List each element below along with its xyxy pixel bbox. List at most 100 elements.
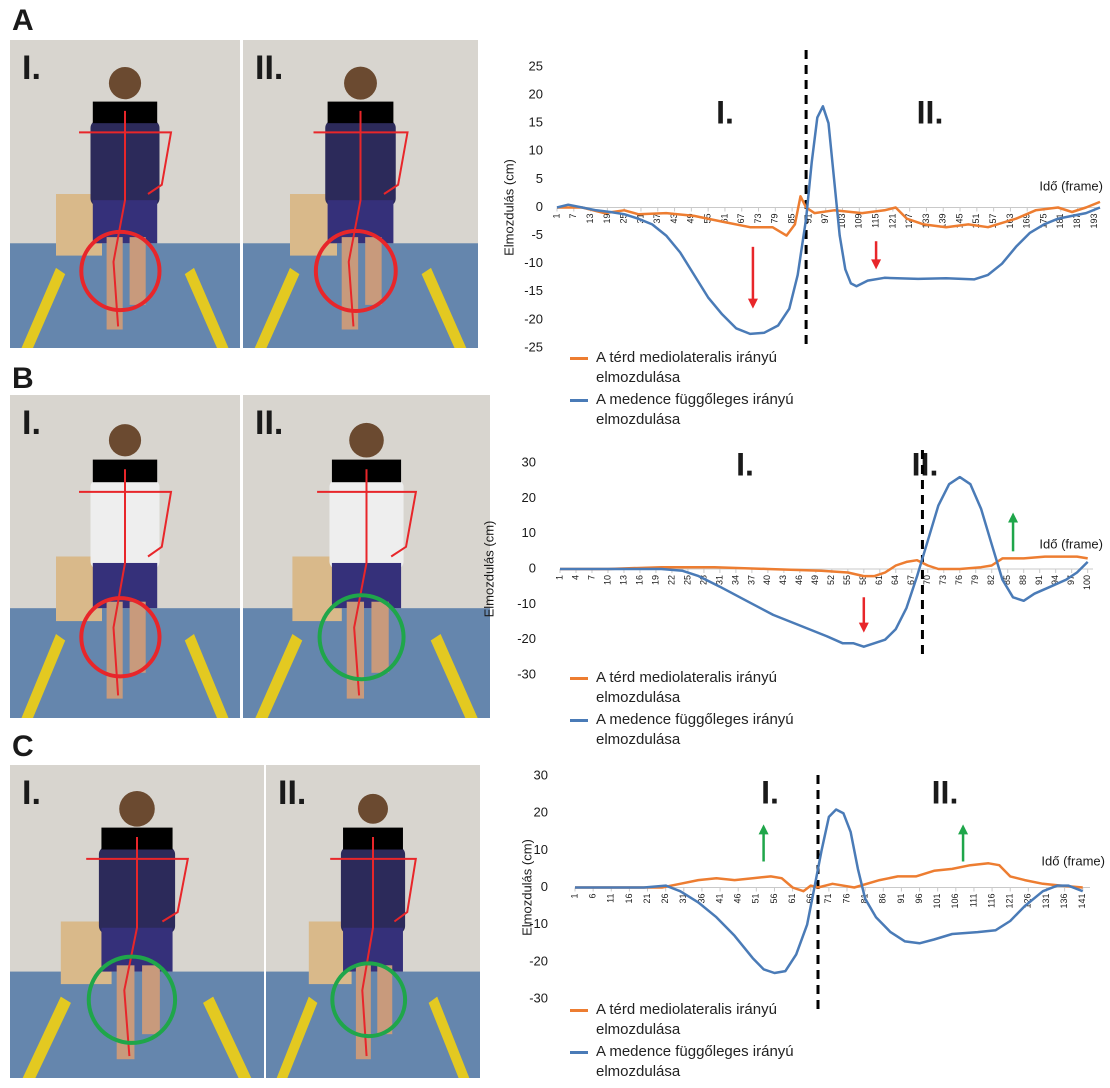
legend-swatch <box>570 399 588 402</box>
x-tick-label: 1 <box>569 894 579 899</box>
x-tick-label: 22 <box>666 575 676 585</box>
x-tick-label: 91 <box>1034 575 1044 585</box>
y-tick-label: -10 <box>524 255 543 270</box>
x-tick-label: 11 <box>606 894 616 903</box>
x-tick-label: 19 <box>602 214 612 224</box>
leg <box>142 965 160 1034</box>
series-line <box>560 477 1088 647</box>
x-tick-label: 6 <box>588 894 598 899</box>
head <box>119 791 155 827</box>
x-tick-label: 101 <box>932 894 942 909</box>
photo-label: I. <box>22 774 41 812</box>
arrow-head <box>1008 512 1018 522</box>
x-tick-label: 16 <box>624 894 634 904</box>
x-tick-label: 21 <box>642 894 652 904</box>
x-tick-label: 193 <box>1089 214 1099 229</box>
x-tick-label: 52 <box>826 575 836 585</box>
legend-entry: A medence függőleges irányú elmozdulása <box>570 390 846 430</box>
x-tick-label: 106 <box>950 894 960 909</box>
phase-label: II. <box>932 774 959 810</box>
y-tick-label: 30 <box>534 767 548 782</box>
legend-label: A medence függőleges irányú elmozdulása <box>596 1043 794 1080</box>
panel-letter: A <box>12 4 34 37</box>
x-tick-label: 10 <box>602 575 612 585</box>
x-tick-label: 96 <box>914 894 924 904</box>
photo-label: II. <box>255 404 283 442</box>
head <box>109 67 141 99</box>
x-tick-label: 115 <box>870 214 880 228</box>
figure-canvas: AI.II.BI.II.CI.II.Elmozdulás (cm)-25-20-… <box>0 0 1110 1088</box>
y-tick-label: -15 <box>524 283 543 298</box>
y-tick-label: 5 <box>536 171 543 186</box>
x-tick-label: 43 <box>778 575 788 585</box>
y-tick-label: -30 <box>517 666 536 681</box>
x-tick-label: 67 <box>736 214 746 224</box>
y-tick-label: 10 <box>529 143 543 158</box>
x-tick-label: 181 <box>1055 214 1065 229</box>
legend-swatch <box>570 719 588 722</box>
y-tick-label: -20 <box>529 953 548 968</box>
leg <box>130 237 146 305</box>
y-tick-label: 10 <box>522 525 536 540</box>
legend-entry: A medence függőleges irányú elmozdulása <box>570 710 846 750</box>
x-tick-label: 25 <box>682 575 692 585</box>
x-tick-label: 86 <box>878 894 888 904</box>
x-tick-label: 131 <box>1041 894 1051 909</box>
leg <box>130 602 146 673</box>
phase-label: I. <box>736 446 754 482</box>
y-tick-label: -30 <box>529 990 548 1005</box>
y-tick-label: 30 <box>522 454 536 469</box>
x-tick-label: 64 <box>890 575 900 585</box>
x-tick-label: 46 <box>733 894 743 904</box>
leg <box>371 602 388 673</box>
x-tick-label: 97 <box>820 214 830 224</box>
legend-label: A térd mediolateralis irányú elmozdulása <box>596 349 777 386</box>
arrow-head <box>748 299 758 309</box>
x-tick-label: 49 <box>810 575 820 585</box>
x-tick-label: 26 <box>660 894 670 904</box>
arrow-head <box>958 824 968 834</box>
x-tick-label: 73 <box>938 575 948 585</box>
x-tick-label: 13 <box>618 575 628 585</box>
y-tick-label: -10 <box>517 596 536 611</box>
x-tick-label: 76 <box>841 894 851 904</box>
x-tick-label: 46 <box>794 575 804 585</box>
x-tick-label: 141 <box>1077 894 1087 909</box>
x-tick-label: 116 <box>986 894 996 908</box>
photo-label: II. <box>255 49 283 87</box>
arrow-head <box>859 623 869 633</box>
legend-swatch <box>570 1009 588 1012</box>
y-tick-label: 20 <box>534 805 548 820</box>
x-tick-label: 13 <box>585 214 595 224</box>
photo <box>10 40 240 348</box>
shorts <box>101 928 172 972</box>
x-tick-label: 56 <box>769 894 779 904</box>
y-tick-label: 25 <box>529 58 543 73</box>
y-tick-label: 0 <box>541 879 548 894</box>
photo <box>243 395 490 718</box>
x-axis-title: Idő (frame) <box>1041 853 1105 868</box>
photo <box>10 765 264 1078</box>
y-tick-label: 20 <box>522 490 536 505</box>
x-tick-label: 51 <box>751 894 761 904</box>
x-tick-label: 76 <box>954 575 964 585</box>
leg <box>377 965 392 1034</box>
y-tick-label: -10 <box>529 916 548 931</box>
legend-label: A medence függőleges irányú elmozdulása <box>596 711 794 748</box>
head <box>358 794 388 824</box>
x-tick-label: 7 <box>586 575 596 580</box>
x-tick-label: 1 <box>551 214 561 219</box>
y-axis-title: Elmozdulás (cm) <box>481 521 496 618</box>
x-tick-label: 16 <box>634 575 644 585</box>
y-tick-label: 10 <box>534 842 548 857</box>
x-tick-label: 109 <box>854 214 864 229</box>
x-tick-label: 79 <box>970 575 980 585</box>
leg <box>365 237 381 305</box>
x-tick-label: 82 <box>986 575 996 585</box>
x-tick-label: 41 <box>714 894 724 904</box>
phase-label: I. <box>716 94 734 130</box>
x-tick-label: 34 <box>730 575 740 585</box>
legend-swatch <box>570 1051 588 1054</box>
x-tick-label: 55 <box>842 575 852 585</box>
legend-entry: A térd mediolateralis irányú elmozdulása <box>570 1000 846 1040</box>
